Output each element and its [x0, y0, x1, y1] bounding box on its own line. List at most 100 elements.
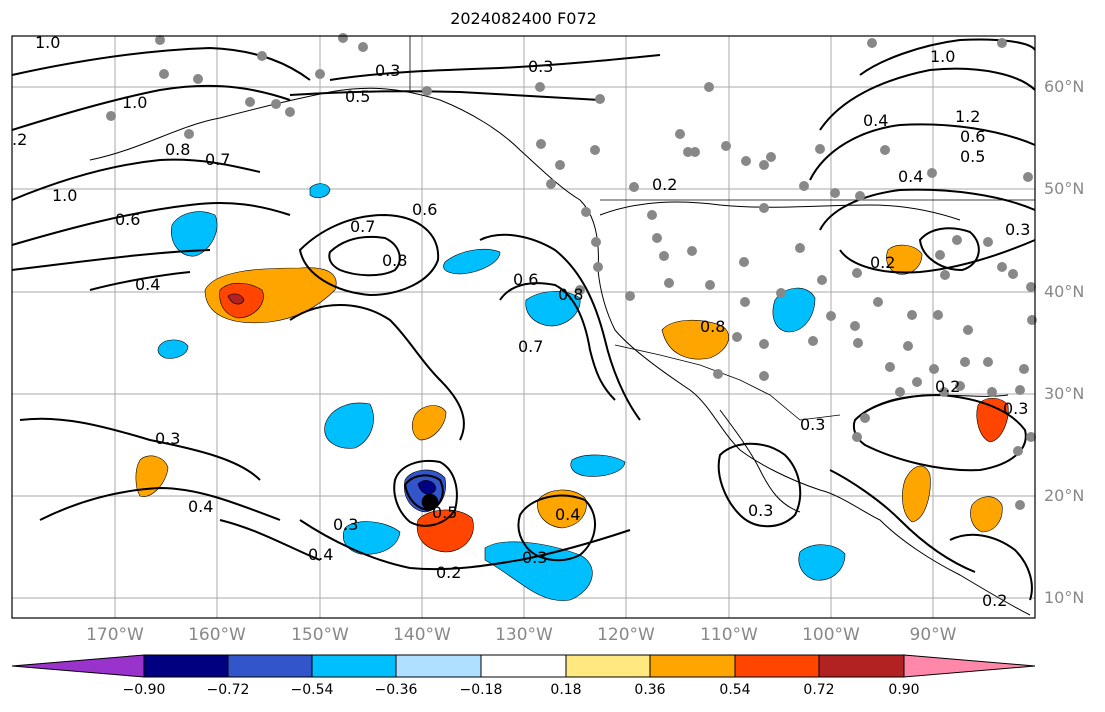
positive-anomaly-caribbean: [970, 496, 1003, 533]
colorbar-tick-label: 0.90: [888, 682, 920, 698]
contour-label: 0.8: [558, 285, 583, 304]
contour-label: 1.2: [955, 107, 980, 126]
contour-label: 0.5: [432, 503, 457, 522]
contour-label: 0.6: [513, 270, 538, 289]
map-frame: [11, 35, 1036, 619]
contour-label: 0.6: [960, 127, 985, 146]
negative-anomaly-plains: [772, 287, 816, 333]
colorbar-tick-label: −0.18: [459, 682, 503, 698]
contour-label: 0.3: [800, 415, 825, 434]
contour-label: 1.0: [122, 93, 147, 112]
colorbar-extend-min: [11, 654, 145, 678]
colorbar-tick-label: 0.54: [719, 682, 751, 698]
negative-anomaly-mid-pacific: [443, 249, 501, 275]
colorbar-segment: [227, 654, 313, 678]
contour-label: 1.0: [52, 186, 77, 205]
positive-anomaly-mexico: [661, 319, 729, 360]
contour-label: 0.4: [555, 505, 580, 524]
colorbar-tick-label: 0.72: [803, 682, 835, 698]
lat-label: 50°N: [1044, 179, 1085, 198]
cyclone-core: [417, 480, 437, 495]
contour-label: 0.3: [333, 515, 358, 534]
contour-label: 0.3: [1005, 220, 1030, 239]
colorbar-tick-label: −0.90: [122, 682, 166, 698]
gridlines: [12, 36, 1035, 618]
station-dots: [106, 33, 1037, 510]
colorbar-extend-max: [903, 654, 1036, 678]
contour-label: 0.5: [345, 87, 370, 106]
contour-label: 0.2: [982, 591, 1007, 610]
contour-label: 0.8: [165, 140, 190, 159]
contour-label: 0.6: [115, 210, 140, 229]
contour-label: 0.4: [863, 111, 888, 130]
negative-anomaly-west-band: [342, 521, 401, 555]
contour-label: 0.6: [412, 200, 437, 219]
contour-lines: [11, 38, 1036, 601]
contour-label: 1.0: [930, 47, 955, 66]
shaded-field-areas: [135, 183, 1009, 601]
positive-anomaly-center: [227, 293, 245, 305]
contour-label: 1.0: [35, 33, 60, 52]
contour-label: 0.8: [700, 317, 725, 336]
lon-label: 160°W: [188, 625, 246, 645]
colorbar-segment: [649, 654, 736, 678]
contour-label: 0.3: [155, 429, 180, 448]
colorbar-tick-label: −0.72: [206, 682, 250, 698]
lon-label: 150°W: [291, 625, 349, 645]
colorbar-tick-label: 0.18: [550, 682, 582, 698]
lon-label: 100°W: [802, 625, 860, 645]
positive-anomaly-central-america: [902, 465, 931, 523]
negative-anomaly-near-california: [525, 291, 581, 327]
colorbar-segment: [395, 654, 482, 678]
contour-label: 0.2: [652, 175, 677, 194]
contour-label: 0.7: [205, 150, 230, 169]
contour-label: 0.4: [188, 497, 213, 516]
negative-anomaly-south-band: [484, 541, 593, 601]
lon-label: 90°W: [909, 625, 957, 645]
lon-label: 140°W: [393, 625, 451, 645]
negative-anomaly-east-pacific: [570, 454, 626, 477]
lat-label: 10°N: [1044, 588, 1085, 607]
lat-label: 60°N: [1044, 77, 1085, 96]
colorbar-tick-label: −0.36: [374, 682, 418, 698]
lat-label: 40°N: [1044, 282, 1085, 301]
colorbar-segment: [565, 654, 651, 678]
positive-anomaly-east-storm: [537, 489, 587, 529]
colorbar-segment: [311, 654, 397, 678]
colorbar-segment: [818, 654, 905, 678]
contour-label: 0.3: [1003, 399, 1028, 418]
positive-anomaly-cyclone-south: [416, 509, 474, 553]
positive-anomaly-great-lakes: [886, 244, 923, 275]
lat-label: 30°N: [1044, 384, 1085, 403]
contour-label: 0.4: [135, 275, 160, 294]
page-title: 2024082400 F072: [450, 9, 597, 28]
contour-label: 0.3: [522, 548, 547, 567]
contour-label: 0.3: [528, 57, 553, 76]
contour-label: 0.8: [382, 251, 407, 270]
contour-label: 0.3: [375, 61, 400, 80]
contour-label: 0.5: [960, 147, 985, 166]
negative-anomaly-south-mexico: [798, 544, 846, 581]
lon-label: 170°W: [86, 625, 144, 645]
contour-label-group: 1.0 1.0 .2 0.8 0.7 1.0 0.6 0.4 0.3 0.5 0…: [12, 33, 1030, 610]
colorbar-tick-label: −0.54: [290, 682, 334, 698]
colorbar: [11, 654, 1036, 678]
negative-anomaly-small-1: [157, 339, 189, 359]
negative-anomaly-west: [171, 211, 218, 257]
contour-label: 0.2: [870, 253, 895, 272]
colorbar-segment: [143, 654, 229, 678]
lon-label: 130°W: [495, 625, 553, 645]
us-mexico-border: [614, 344, 841, 421]
negative-anomaly-north: [309, 183, 331, 199]
colorbar-segment: [480, 654, 567, 678]
lat-label: 20°N: [1044, 486, 1085, 505]
negative-anomaly-hawaii: [324, 402, 374, 449]
contour-label: 0.3: [748, 501, 773, 520]
contour-label: 0.7: [350, 217, 375, 236]
contour-label: 0.4: [308, 545, 333, 564]
contour-label: 0.7: [518, 337, 543, 356]
positive-anomaly-near-hawaii-north: [411, 405, 447, 441]
contour-label: 0.4: [898, 167, 923, 186]
colorbar-segment: [734, 654, 820, 678]
